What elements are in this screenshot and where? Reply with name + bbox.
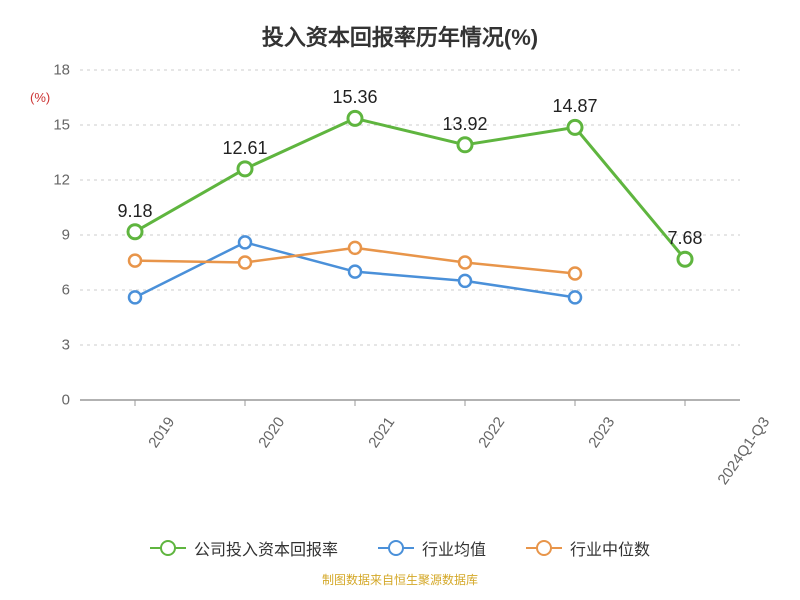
series-marker [348, 111, 362, 125]
data-point-label: 14.87 [552, 96, 597, 117]
legend-label: 行业中位数 [570, 536, 650, 560]
chart-plot [0, 0, 800, 600]
series-marker [459, 257, 471, 269]
y-tick-label: 15 [53, 117, 70, 134]
y-tick-label: 9 [62, 227, 70, 244]
legend-item: 行业均值 [378, 536, 486, 560]
legend-swatch-icon [526, 547, 562, 549]
series-marker [569, 268, 581, 280]
series-marker [239, 236, 251, 248]
y-tick-label: 6 [62, 282, 70, 299]
y-tick-label: 3 [62, 337, 70, 354]
series-marker [128, 225, 142, 239]
series-marker [568, 120, 582, 134]
legend-item: 行业中位数 [526, 536, 650, 560]
series-marker [678, 252, 692, 266]
data-point-label: 7.68 [667, 228, 702, 249]
y-tick-label: 0 [62, 392, 70, 409]
series-marker [349, 266, 361, 278]
series-marker [459, 275, 471, 287]
series-marker [129, 255, 141, 267]
legend-label: 行业均值 [422, 536, 486, 560]
data-point-label: 9.18 [117, 201, 152, 222]
data-point-label: 13.92 [442, 114, 487, 135]
series-marker [238, 162, 252, 176]
series-marker [458, 138, 472, 152]
series-marker [349, 242, 361, 254]
attribution-text: 制图数据来自恒生聚源数据库 [0, 571, 800, 588]
series-line [135, 118, 685, 259]
legend-swatch-icon [150, 547, 186, 549]
legend-item: 公司投入资本回报率 [150, 536, 338, 560]
series-marker [239, 257, 251, 269]
data-point-label: 15.36 [332, 87, 377, 108]
y-tick-label: 18 [53, 62, 70, 79]
legend-swatch-icon [378, 547, 414, 549]
series-marker [569, 291, 581, 303]
legend-label: 公司投入资本回报率 [194, 536, 338, 560]
data-point-label: 12.61 [222, 138, 267, 159]
series-marker [129, 291, 141, 303]
legend: 公司投入资本回报率 行业均值 行业中位数 [0, 536, 800, 560]
y-tick-label: 12 [53, 172, 70, 189]
